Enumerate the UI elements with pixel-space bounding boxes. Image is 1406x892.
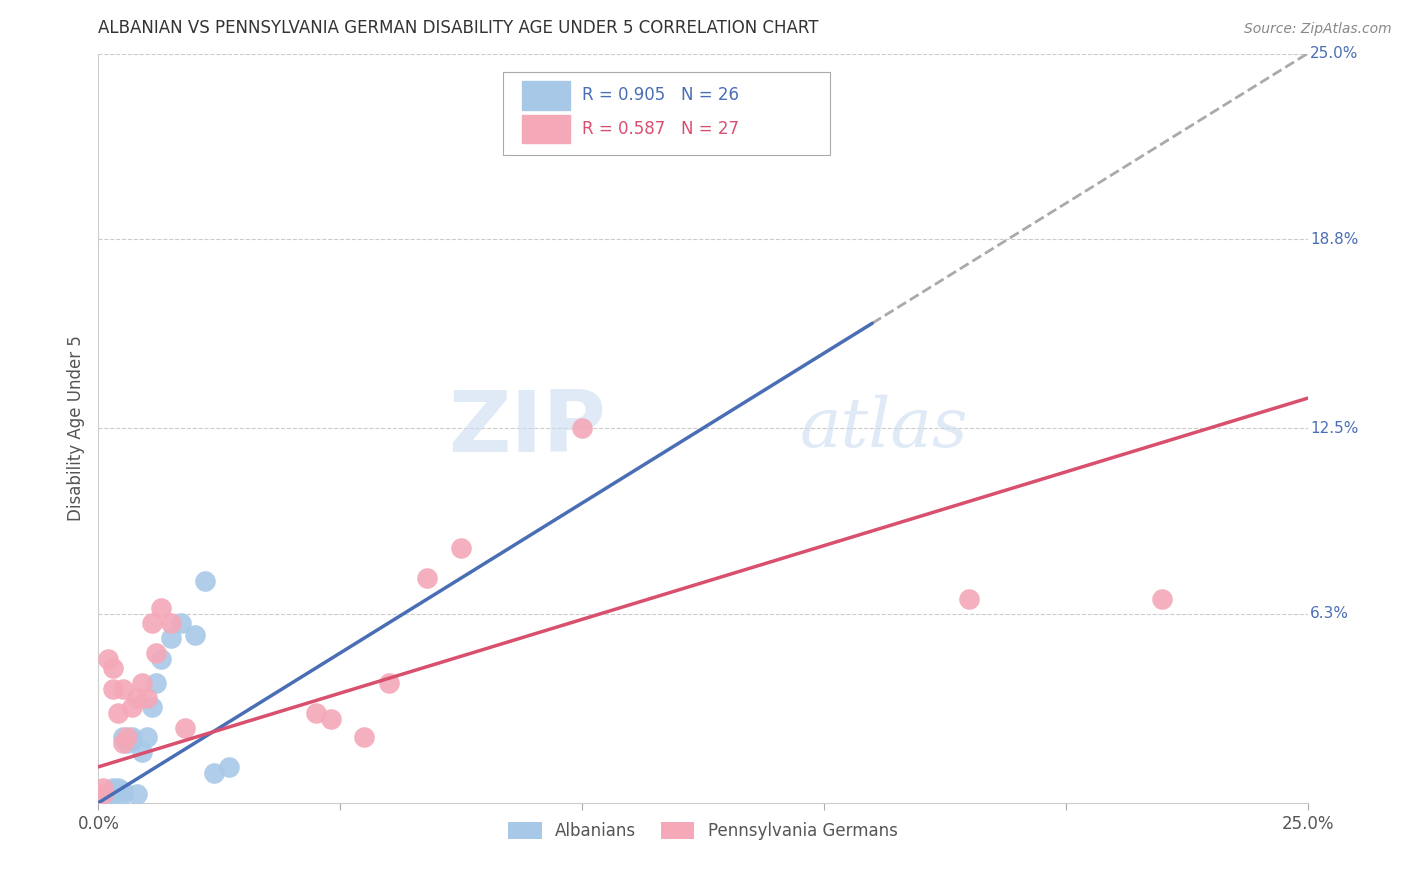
Point	[111, 681, 134, 696]
Text: 25.0%: 25.0%	[1310, 46, 1358, 61]
Point	[169, 615, 191, 630]
Text: ZIP: ZIP	[449, 386, 606, 470]
Point	[97, 652, 120, 666]
Point	[91, 787, 114, 801]
Text: R = 0.905   N = 26: R = 0.905 N = 26	[582, 87, 740, 104]
Y-axis label: Disability Age Under 5: Disability Age Under 5	[66, 335, 84, 521]
Point	[111, 787, 134, 801]
Point	[111, 784, 134, 798]
Bar	[522, 115, 569, 144]
Point	[91, 789, 114, 804]
Point	[135, 730, 157, 744]
Text: ALBANIAN VS PENNSYLVANIA GERMAN DISABILITY AGE UNDER 5 CORRELATION CHART: ALBANIAN VS PENNSYLVANIA GERMAN DISABILI…	[98, 19, 818, 37]
Point	[121, 730, 143, 744]
Point	[160, 615, 183, 630]
Point	[145, 646, 167, 660]
Point	[107, 784, 129, 798]
Point	[174, 721, 197, 735]
Bar	[522, 81, 569, 110]
Text: 18.8%: 18.8%	[1310, 232, 1358, 247]
Point	[450, 541, 472, 555]
Point	[131, 745, 153, 759]
Point	[141, 699, 163, 714]
Point	[101, 661, 124, 675]
Point	[97, 789, 120, 804]
Point	[111, 730, 134, 744]
FancyBboxPatch shape	[503, 72, 830, 154]
Point	[145, 676, 167, 690]
Point	[107, 706, 129, 720]
Point	[101, 780, 124, 795]
Point	[160, 631, 183, 645]
Text: R = 0.587   N = 27: R = 0.587 N = 27	[582, 120, 740, 138]
Point	[117, 730, 139, 744]
Point	[141, 615, 163, 630]
Point	[184, 628, 207, 642]
Point	[107, 780, 129, 795]
Point	[194, 574, 217, 588]
Text: 6.3%: 6.3%	[1310, 607, 1348, 622]
Point	[377, 676, 399, 690]
Point	[353, 730, 375, 744]
Point	[150, 652, 173, 666]
Point	[97, 787, 120, 801]
Point	[91, 793, 114, 807]
Point	[131, 676, 153, 690]
Point	[218, 760, 240, 774]
Point	[135, 690, 157, 705]
Point	[305, 706, 328, 720]
Point	[91, 780, 114, 795]
Legend: Albanians, Pennsylvania Germans: Albanians, Pennsylvania Germans	[502, 815, 904, 847]
Point	[416, 571, 439, 585]
Point	[127, 787, 149, 801]
Point	[117, 736, 139, 750]
Text: atlas: atlas	[800, 395, 969, 461]
Point	[111, 736, 134, 750]
Point	[957, 592, 980, 607]
Point	[150, 601, 173, 615]
Point	[127, 690, 149, 705]
Point	[571, 421, 593, 435]
Text: 12.5%: 12.5%	[1310, 421, 1358, 435]
Point	[204, 765, 226, 780]
Point	[101, 787, 124, 801]
Point	[1152, 592, 1174, 607]
Point	[121, 732, 143, 747]
Point	[121, 699, 143, 714]
Text: Source: ZipAtlas.com: Source: ZipAtlas.com	[1244, 22, 1392, 37]
Point	[319, 712, 342, 726]
Point	[101, 681, 124, 696]
